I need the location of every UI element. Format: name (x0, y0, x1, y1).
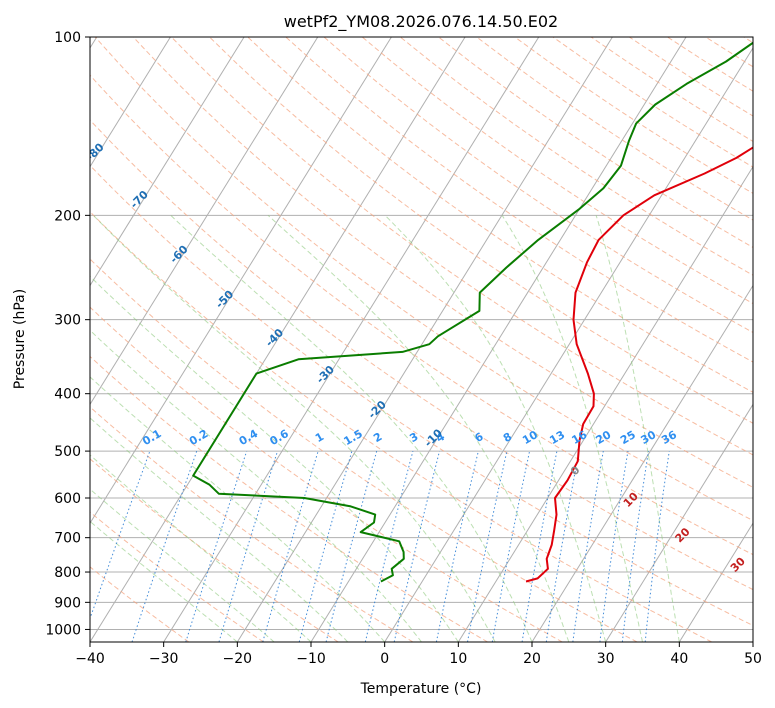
dry-adiabat-line (132, 37, 753, 488)
isotherm-line (90, 37, 245, 287)
mixing-ratio-line (364, 450, 414, 642)
y-axis-label: Pressure (hPa) (12, 289, 28, 389)
moist-adiabat-line (90, 454, 312, 642)
moist-adiabat-line (267, 214, 570, 642)
moist-adiabat-line (90, 275, 459, 642)
data-series (192, 41, 753, 583)
dry-adiabat-line (90, 211, 712, 642)
x-tick-label: −10 (296, 651, 326, 667)
plot-frame (89, 36, 754, 643)
x-tick-label: 40 (670, 651, 688, 667)
moist-adiabat-line (384, 214, 607, 642)
y-tick-label: 200 (54, 208, 81, 224)
series-line-2 (192, 41, 753, 583)
x-tick-label: 20 (523, 651, 541, 667)
isotherm-line (384, 46, 753, 642)
dry-adiabat-line (94, 37, 753, 522)
y-tick-label: 100 (54, 30, 81, 46)
moist-adiabat-line (170, 214, 533, 642)
isotherm-line (678, 522, 753, 642)
moist-adiabat-line (90, 376, 386, 642)
axes: −40 −30 −20 −10 0 10 20 30 40 50 1000 900 800 700 600 5… (45, 30, 762, 667)
y-tick-label: 300 (54, 313, 81, 329)
mixing-ratio-line (298, 450, 353, 642)
y-tick-label: 1000 (45, 622, 81, 638)
dry-adiabat-line (90, 306, 563, 642)
mixing-ratio-line (644, 451, 670, 642)
dry-adiabat-line (90, 511, 264, 642)
mixing-ratio-line (572, 451, 604, 642)
dry-adiabat-line (90, 355, 488, 642)
mixing-ratio-line (621, 451, 649, 642)
moist-adiabat-line (501, 215, 643, 642)
dry-adiabat-line (90, 119, 753, 591)
y-tick-label: 600 (54, 491, 81, 507)
moist-adiabat-line (90, 329, 422, 642)
x-tick-label: −20 (223, 651, 253, 667)
dry-adiabat-line (90, 458, 339, 642)
isotherm-line (236, 37, 613, 642)
moist-adiabat-line (90, 417, 349, 642)
mixing-ratio-line (599, 451, 629, 642)
moist-adiabat-line (90, 488, 275, 642)
x-tick-label: −30 (149, 651, 179, 667)
isotherm-line (90, 37, 392, 525)
y-tick-label: 700 (54, 531, 81, 547)
y-tick-label: 400 (54, 387, 81, 403)
dry-adiabat-line (90, 258, 638, 642)
x-tick-label: 0 (380, 651, 389, 667)
chart-title: wetPf2_YM08.2026.076.14.50.E02 (284, 12, 558, 32)
mixing-ratio-line (185, 450, 248, 642)
isotherm-line (90, 37, 171, 168)
mixing-ratio-line (218, 450, 279, 642)
dry-adiabat-line (171, 37, 753, 456)
mixing-ratio-line (325, 450, 378, 642)
mixing-ratio-line (131, 450, 198, 642)
dry-adiabat-line (361, 37, 753, 305)
isotherm-line (531, 284, 753, 642)
mixing-ratio-line (262, 450, 319, 642)
dry-adiabat-line (90, 74, 753, 556)
isotherm-line (90, 37, 319, 406)
x-tick-label: 10 (449, 651, 467, 667)
dry-adiabat-line (285, 37, 753, 363)
isotherm-line (163, 37, 540, 642)
background-reference-lines (90, 37, 753, 642)
mixing-ratio-line (90, 450, 151, 620)
dry-adiabat-line (323, 37, 753, 334)
mixing-ratio-line (435, 450, 479, 642)
moist-adiabat-line (90, 520, 238, 642)
dry-adiabat-line (90, 164, 753, 627)
isotherm-line (605, 403, 753, 642)
isotherm-line (90, 37, 466, 642)
dry-adiabat-line (90, 406, 414, 642)
x-tick-label: −40 (75, 651, 105, 667)
y-tick-label: 800 (54, 565, 81, 581)
y-tick-label: 500 (54, 444, 81, 460)
series-line-1 (525, 146, 753, 583)
x-tick-label: 50 (744, 651, 762, 667)
isotherm-line (457, 165, 753, 642)
mixing-ratio-line (393, 450, 440, 642)
moist-adiabat-line (92, 214, 496, 642)
x-axis-label: Temperature (°C) (360, 681, 482, 697)
x-tick-label: 30 (597, 651, 615, 667)
y-tick-label: 900 (54, 595, 81, 611)
